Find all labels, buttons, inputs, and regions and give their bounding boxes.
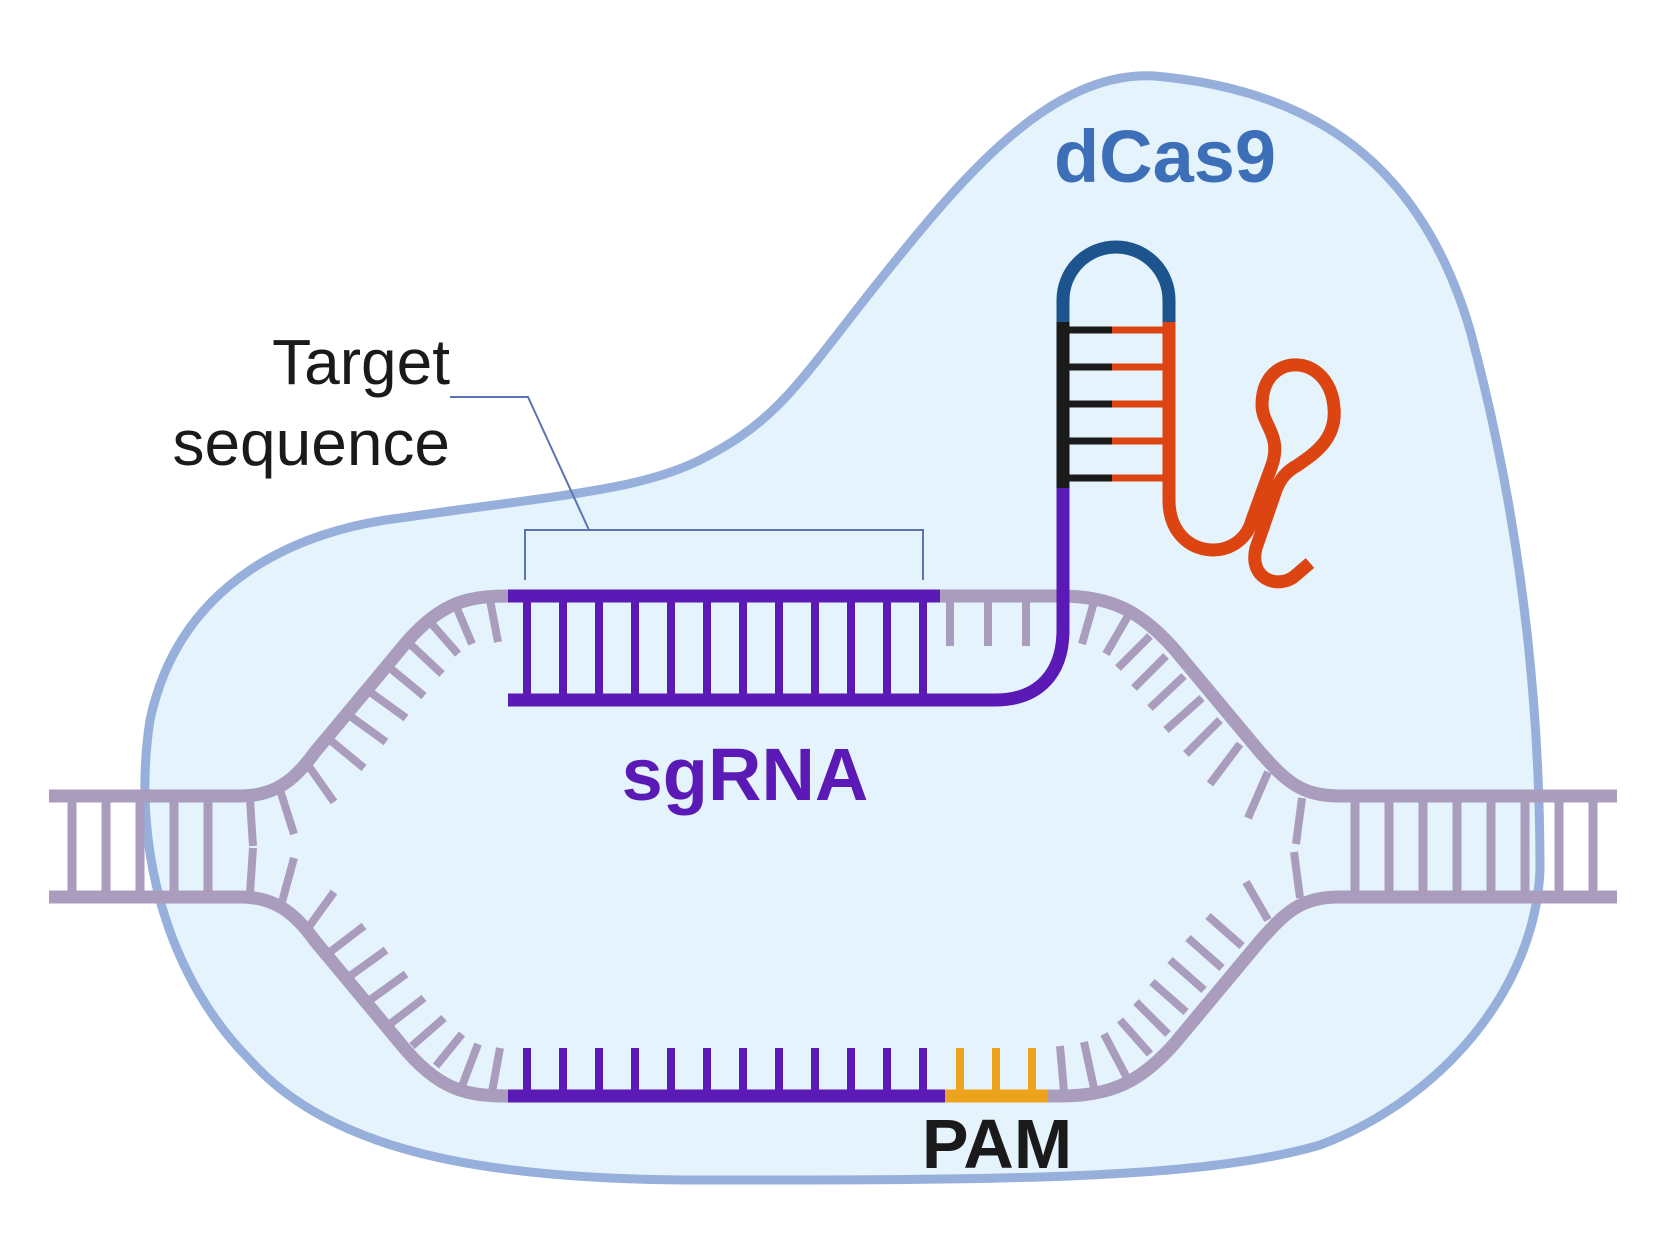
hairpin-base-pairs	[1069, 326, 1163, 482]
target-sequence-leader	[450, 396, 590, 531]
dna-duplex-right-rungs	[1350, 800, 1598, 893]
dna-bubble-bases	[246, 599, 1306, 1093]
sgrna-backbone	[508, 488, 1070, 707]
target-sequence-bracket	[524, 529, 924, 580]
nontarget-complement-bases	[523, 1048, 927, 1092]
hairpin-blue-loop	[1056, 240, 1176, 322]
dcas9-protein-body	[140, 71, 1545, 1185]
hairpin-orange-tail	[1162, 322, 1341, 589]
target-sequence-label-line1: Target	[272, 326, 450, 398]
sgrna-label: sgRNA	[622, 733, 869, 816]
dna-duplex-left-rungs	[67, 800, 213, 893]
pam-bases	[956, 1048, 1036, 1092]
sgrna-spacer-rungs	[523, 600, 927, 695]
pam-label: PAM	[922, 1105, 1072, 1183]
dcas9-label: dCas9	[1054, 115, 1276, 198]
target-sequence-label-line2: sequence	[172, 407, 450, 479]
